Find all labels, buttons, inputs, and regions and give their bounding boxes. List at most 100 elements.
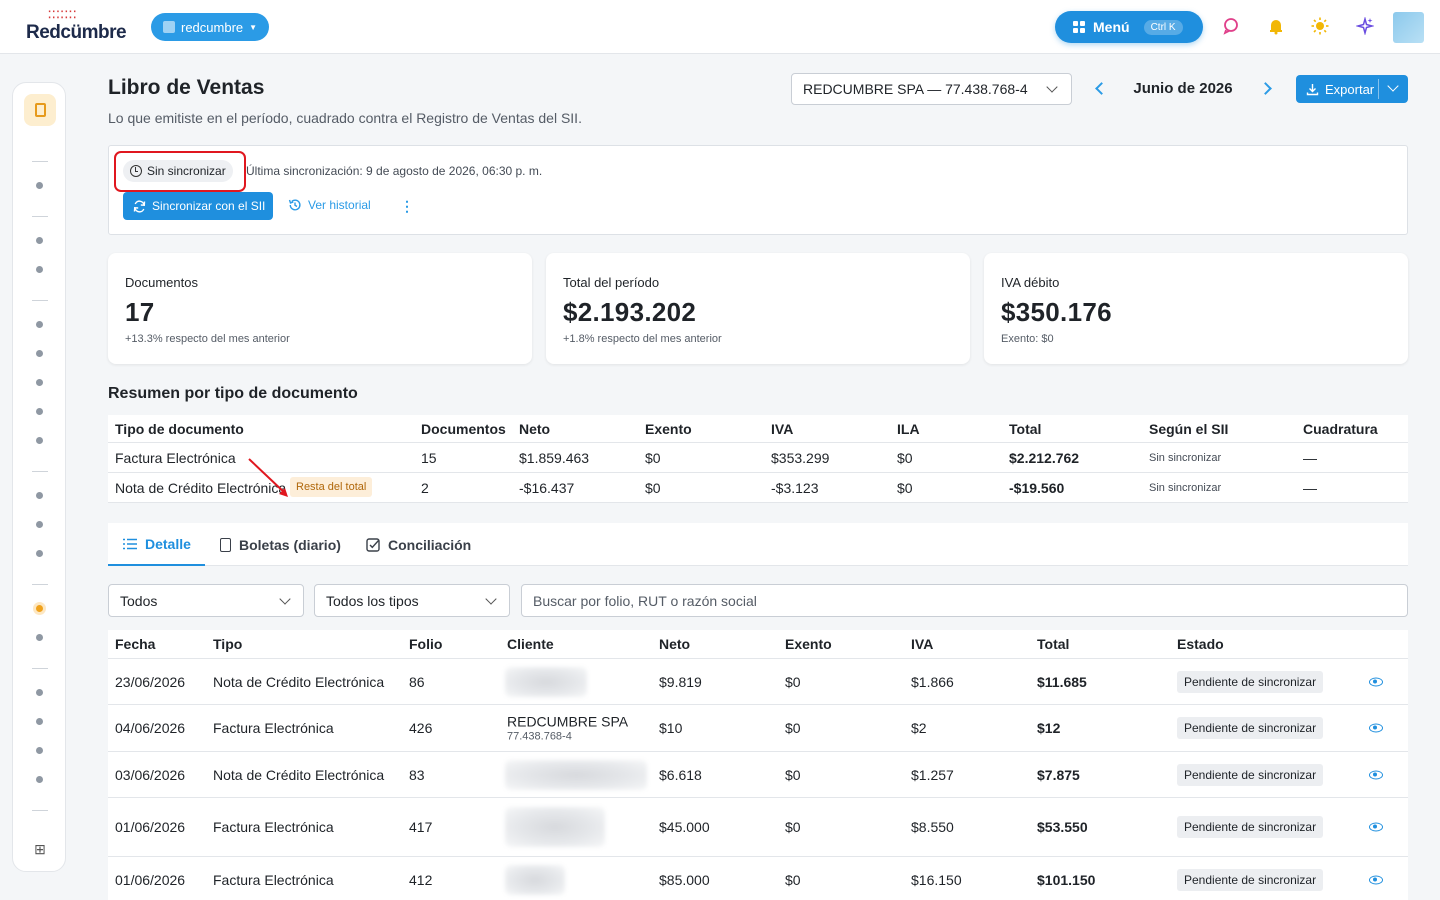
cell-fecha: 23/06/2026 <box>115 673 186 690</box>
eye-icon[interactable] <box>1369 822 1383 832</box>
cell-cuadratura: — <box>1303 449 1317 466</box>
cell-fecha: 01/06/2026 <box>115 819 186 835</box>
tab-conciliacion[interactable]: Conciliación <box>366 523 471 566</box>
search-input[interactable]: Buscar por folio, RUT o razón social <box>521 584 1408 617</box>
sidebar-item[interactable] <box>36 521 43 528</box>
table-row[interactable]: 23/06/2026 Nota de Crédito Electrónica 8… <box>108 659 1408 705</box>
table-row[interactable]: 04/06/2026 Factura Electrónica 426 REDCU… <box>108 705 1408 752</box>
menu-button[interactable]: Menú Ctrl K <box>1055 11 1203 43</box>
cell-neto: $6.618 <box>659 766 702 783</box>
sidebar-item[interactable] <box>36 718 43 725</box>
sidebar-divider <box>32 584 48 585</box>
sidebar-item[interactable] <box>36 747 43 754</box>
cell-iva: $2 <box>911 720 927 736</box>
col-header: Neto <box>659 636 691 652</box>
export-button[interactable]: Exportar <box>1296 75 1408 103</box>
sidebar-item[interactable] <box>36 321 43 328</box>
user-avatar[interactable] <box>1393 12 1424 43</box>
status-badge: Pendiente de sincronizar <box>1177 816 1324 838</box>
sidebar-item[interactable] <box>36 550 43 557</box>
type-filter-value: Todos los tipos <box>326 592 419 609</box>
cell-iva: $16.150 <box>911 871 962 888</box>
apps-grid-icon[interactable]: ⊞ <box>34 841 46 857</box>
org-switcher[interactable]: redcumbre ▼ <box>151 13 270 41</box>
sidebar-item[interactable] <box>36 182 43 189</box>
tab-boletas[interactable]: Boletas (diario) <box>220 523 341 566</box>
cell-neto: $9.819 <box>659 673 702 690</box>
sidebar-item[interactable] <box>36 266 43 273</box>
sidebar-divider <box>32 300 48 301</box>
export-menu-chevron-icon[interactable] <box>1387 80 1399 92</box>
brand-logo[interactable]: ⁚⁚⁚⁚⁚⁚⁚ Redcümbre <box>26 11 136 44</box>
logo-text: Redcümbre <box>26 22 127 43</box>
sidebar-item[interactable] <box>36 492 43 499</box>
stat-subtext: Exento: $0 <box>1001 333 1054 345</box>
table-row[interactable]: 01/06/2026 Factura Electrónica 417 $45.0… <box>108 798 1408 857</box>
detail-header-row: Fecha Tipo Folio Cliente Neto Exento IVA… <box>108 630 1408 659</box>
table-row[interactable]: 03/06/2026 Nota de Crédito Electrónica 8… <box>108 752 1408 798</box>
cell-tipo: Factura Electrónica <box>213 871 334 888</box>
cell-iva: -$3.123 <box>771 479 819 496</box>
col-header: ILA <box>897 420 920 437</box>
sidebar-item[interactable] <box>36 776 43 783</box>
sync-status-badge: Sin sincronizar <box>123 160 233 182</box>
history-button[interactable]: Ver historial <box>288 198 371 212</box>
cell-ila: $0 <box>897 449 913 466</box>
table-row[interactable]: 01/06/2026 Factura Electrónica 412 $85.0… <box>108 857 1408 900</box>
cell-exento: $0 <box>645 479 661 496</box>
col-header: Documentos <box>421 420 506 437</box>
org-name: redcumbre <box>181 19 244 35</box>
sidebar-item-libro-ventas[interactable] <box>24 94 56 126</box>
type-filter-select[interactable]: Todos los tipos <box>314 584 510 617</box>
summary-row[interactable]: Factura Electrónica 15 $1.859.463 $0 $35… <box>108 443 1408 473</box>
more-options-icon[interactable]: ⋮ <box>400 198 414 214</box>
last-sync-text: Última sincronización: 9 de agosto de 20… <box>246 164 543 178</box>
col-header: Tipo <box>213 636 243 652</box>
sync-status-text: Sin sincronizar <box>147 164 226 178</box>
sun-icon[interactable] <box>1309 15 1331 37</box>
sparkle-icon[interactable] <box>1354 15 1376 37</box>
eye-icon[interactable] <box>1369 875 1383 884</box>
next-period-icon[interactable] <box>1259 82 1272 95</box>
eye-icon[interactable] <box>1369 677 1383 686</box>
col-header: Cuadratura <box>1303 420 1378 437</box>
resta-del-total-badge: Resta del total <box>290 477 373 497</box>
sidebar-item[interactable] <box>36 350 43 357</box>
sidebar-item[interactable] <box>36 379 43 386</box>
cell-ila: $0 <box>897 479 913 496</box>
cell-folio: 412 <box>409 871 433 888</box>
clock-icon <box>130 165 142 177</box>
summary-row[interactable]: Nota de Crédito Electrónica 2 -$16.437 $… <box>108 473 1408 503</box>
cell-total: $2.212.762 <box>1009 449 1080 466</box>
sidebar-item-active[interactable] <box>36 605 43 612</box>
sidebar-item[interactable] <box>36 408 43 415</box>
sidebar-item[interactable] <box>36 237 43 244</box>
sidebar-item[interactable] <box>36 634 43 641</box>
annotation-arrow-icon <box>248 458 288 497</box>
cell-fecha: 04/06/2026 <box>115 720 186 736</box>
tab-detalle[interactable]: Detalle <box>108 523 205 566</box>
eye-icon[interactable] <box>1369 770 1383 779</box>
company-select[interactable]: REDCUMBRE SPA — 77.438.768-4 <box>791 73 1072 105</box>
cell-neto: $45.000 <box>659 819 710 835</box>
cell-tipo: Nota de Crédito Electrónica <box>213 766 385 783</box>
col-header: IVA <box>911 636 934 652</box>
cell-iva: $353.299 <box>771 449 830 466</box>
stat-label: Total del período <box>563 275 660 290</box>
chat-icon[interactable] <box>1220 15 1242 37</box>
status-filter-value: Todos <box>120 592 158 609</box>
sync-sii-button[interactable]: Sincronizar con el SII <box>123 192 273 220</box>
sidebar-item[interactable] <box>36 437 43 444</box>
redacted-client <box>505 759 647 790</box>
detail-table: Fecha Tipo Folio Cliente Neto Exento IVA… <box>108 630 1408 900</box>
eye-icon[interactable] <box>1369 723 1383 733</box>
sidebar-item[interactable] <box>36 689 43 696</box>
chevron-down-icon <box>279 593 291 605</box>
prev-period-icon[interactable] <box>1095 82 1108 95</box>
cell-cliente: REDCUMBRE SPA 77.438.768-4 <box>507 714 628 743</box>
bell-icon[interactable] <box>1265 15 1287 37</box>
status-filter-select[interactable]: Todos <box>108 584 304 617</box>
tab-label: Boletas (diario) <box>239 536 341 553</box>
summary-table: Tipo de documento Documentos Neto Exento… <box>108 415 1408 503</box>
sidebar-divider <box>32 810 48 811</box>
